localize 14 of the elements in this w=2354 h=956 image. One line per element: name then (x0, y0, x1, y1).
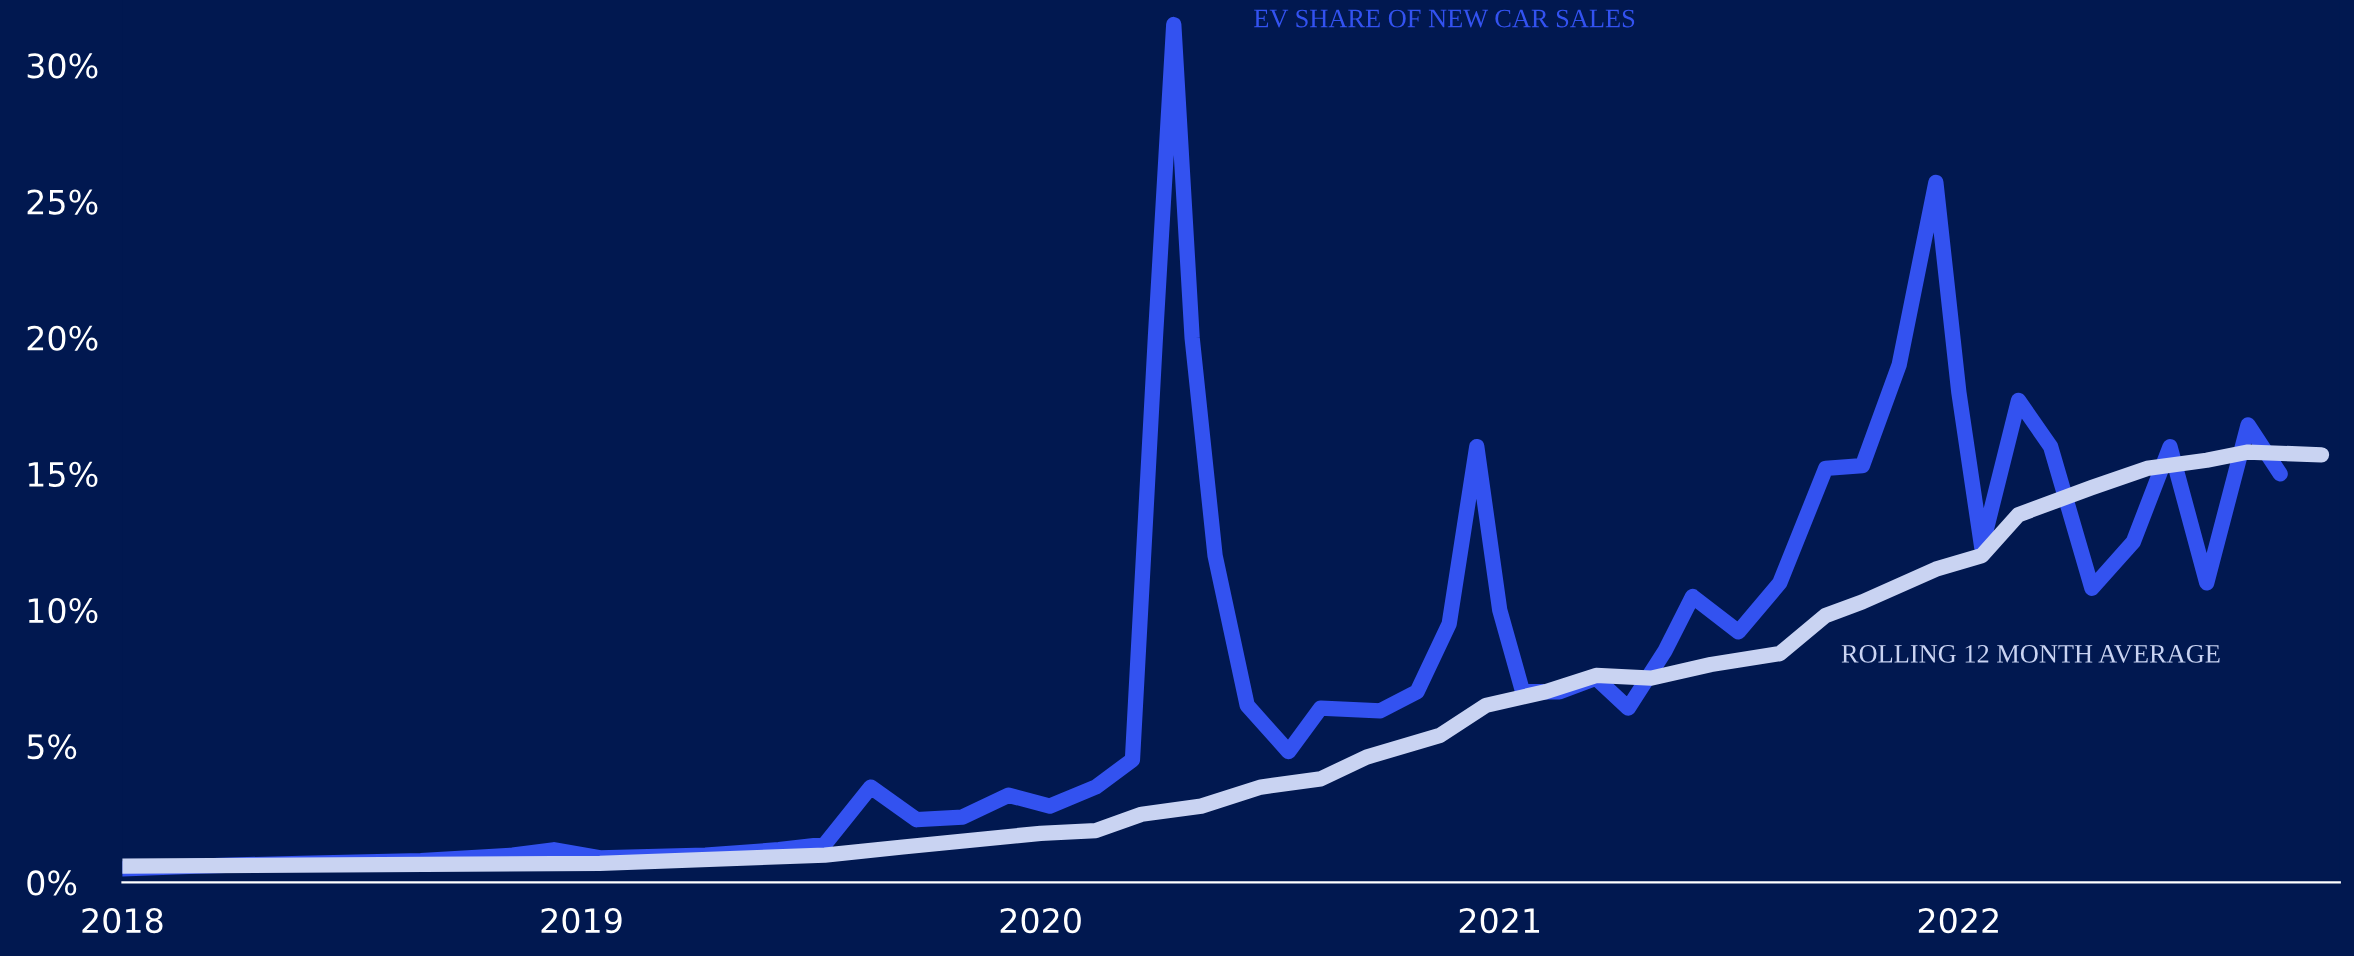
x-tick-label: 2020 (1000, 907, 1081, 934)
y-tick-label: 0% (27, 870, 77, 896)
y-tick-label: 5% (27, 734, 77, 760)
x-tick-label: 2021 (1459, 907, 1540, 934)
y-tick-label: 15% (28, 461, 98, 488)
y-tick-label: 20% (27, 325, 98, 351)
x-tick-label: 2018 (82, 907, 163, 934)
y-tick-label: 25% (27, 189, 98, 215)
y-tick-label: 10% (28, 597, 98, 624)
x-tick-label: 2019 (541, 907, 622, 934)
text: EV SHARE OF NEW CAR SALES (1254, 9, 1635, 28)
x-tick-label: 2022 (1918, 907, 1998, 934)
series-label: ROLLING 12 MONTH AVERAGE (1841, 644, 2220, 663)
y-tick-label: 30% (27, 53, 98, 79)
